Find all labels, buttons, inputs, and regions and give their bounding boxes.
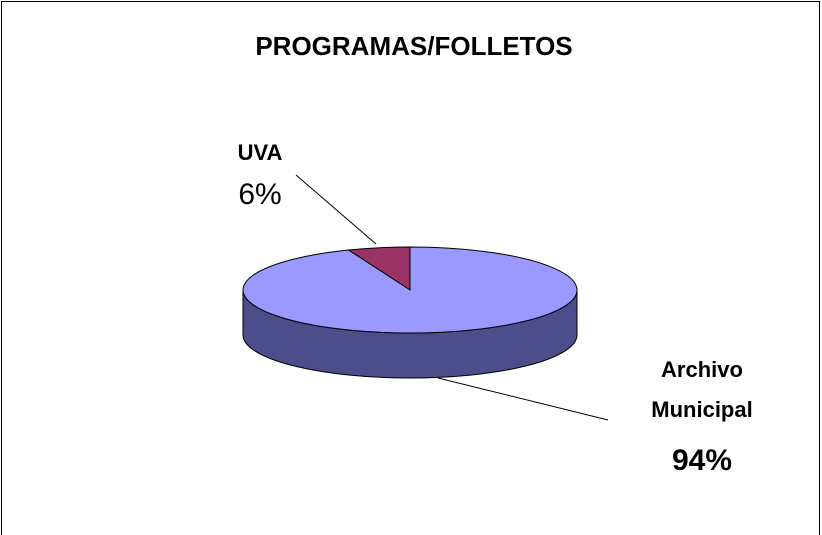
category-label: UVA	[237, 140, 283, 165]
category-label: Archivo Municipal	[651, 357, 753, 422]
leader-line	[295, 174, 377, 245]
chart-title: PROGRAMAS/FOLLETOS	[255, 31, 572, 61]
value-label: 6%	[238, 178, 282, 211]
pie-slice	[242, 246, 578, 334]
value-label: 94%	[671, 444, 733, 477]
leader-line	[437, 377, 609, 421]
